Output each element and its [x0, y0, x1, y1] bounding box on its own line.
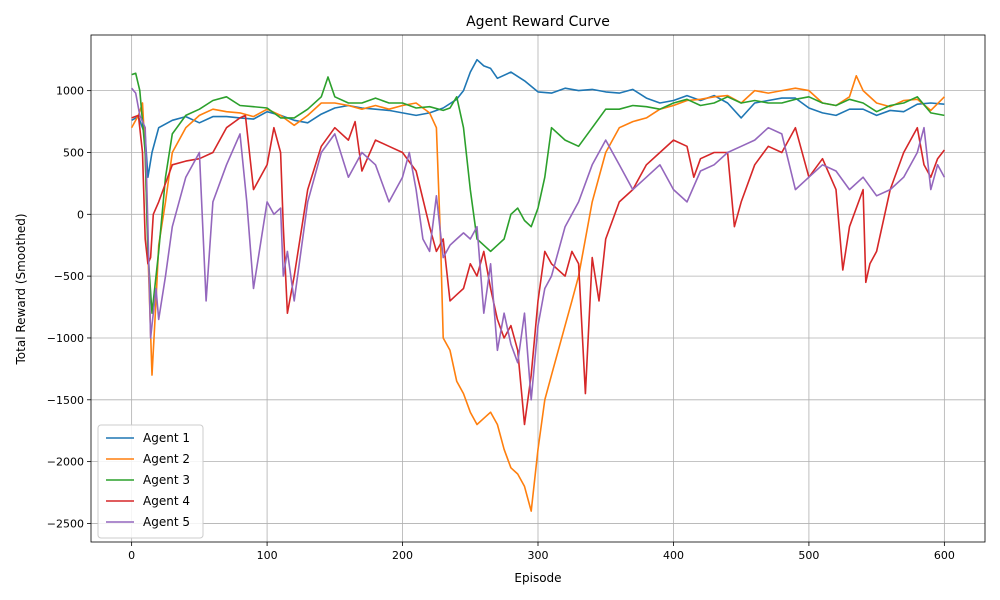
y-tick-label: −2500 — [47, 517, 84, 530]
legend: Agent 1 Agent 2 Agent 3 Agent 4 Agent 5 — [97, 424, 204, 539]
legend-label: Agent 4 — [143, 494, 190, 508]
series-line-agent-3 — [131, 72, 945, 315]
series-line-agent-2 — [130, 75, 945, 512]
y-tick-label: 0 — [77, 208, 84, 221]
x-tick-label: 400 — [663, 549, 684, 562]
series-line-agent-5 — [130, 87, 946, 401]
legend-label: Agent 3 — [143, 473, 190, 487]
x-tick-label: 500 — [798, 549, 819, 562]
y-tick-label: 500 — [63, 146, 84, 159]
y-tick-label: −1500 — [47, 394, 84, 407]
legend-label: Agent 1 — [143, 431, 190, 445]
y-tick-label: 1000 — [56, 85, 84, 98]
grid — [91, 35, 985, 542]
x-tick-label: 600 — [934, 549, 955, 562]
x-tick-label: 100 — [257, 549, 278, 562]
legend-box — [97, 424, 204, 539]
y-axis-label: Total Reward (Smoothed) — [14, 213, 28, 365]
y-tick-label: −500 — [54, 270, 84, 283]
x-tick-label: 0 — [128, 549, 135, 562]
legend-label: Agent 5 — [143, 515, 190, 529]
y-tick-label: −1000 — [47, 332, 84, 345]
legend-label: Agent 2 — [143, 452, 190, 466]
series-lines — [130, 58, 946, 512]
y-tick-label: −2000 — [47, 456, 84, 469]
x-tick-label: 300 — [528, 549, 549, 562]
x-axis-label: Episode — [514, 571, 561, 585]
x-tick-label: 200 — [392, 549, 413, 562]
axis-ticks: 0 100 200 300 400 500 600 −2500 −2000 −1500 −1000 −… — [47, 85, 955, 562]
chart-title: Agent Reward Curve — [466, 14, 610, 30]
